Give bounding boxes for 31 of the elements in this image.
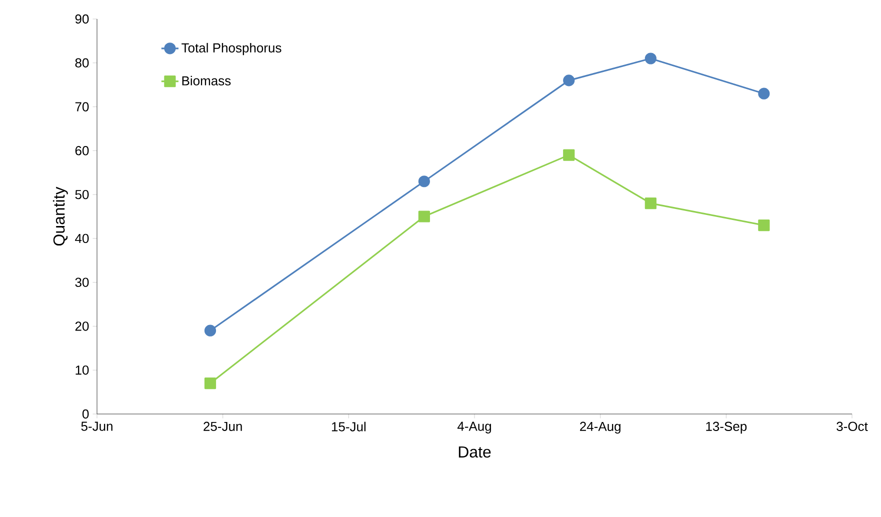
y-tick-label: 30 xyxy=(75,278,89,287)
y-tick-label: 70 xyxy=(75,102,89,112)
y-tick-label: 10 xyxy=(76,366,89,375)
point xyxy=(204,377,216,390)
point xyxy=(563,149,575,161)
y-tick-label: 60 xyxy=(75,146,89,156)
point xyxy=(644,52,656,64)
x-tick-label: 3-Oct xyxy=(836,422,868,432)
y-tick-label: 80 xyxy=(75,58,89,68)
legend-label: Biomass xyxy=(182,76,231,86)
legend-label: Total Phosphorus xyxy=(182,42,282,56)
y-tick-label: 50 xyxy=(75,190,89,200)
x-tick-label: 5-Jun xyxy=(81,422,112,431)
x-tick-label: 15-Jul xyxy=(332,422,366,432)
x-tick-label: 13-Sep xyxy=(706,422,747,434)
x-axis-title: Date xyxy=(458,446,491,458)
point xyxy=(758,88,770,100)
y-tick-label: 40 xyxy=(75,234,89,244)
y-tick-label: 0 xyxy=(82,409,89,419)
y-tick-label: 90 xyxy=(75,14,89,24)
y-tick-label: 20 xyxy=(75,322,89,331)
x-tick-label: 25-Jun xyxy=(204,422,242,432)
point xyxy=(644,198,656,210)
point xyxy=(418,176,430,188)
x-tick-label: 24-Aug xyxy=(580,422,620,434)
point xyxy=(758,219,770,232)
point xyxy=(563,74,575,86)
point xyxy=(418,210,430,222)
y-axis-title: Quantity xyxy=(52,186,68,246)
point xyxy=(204,324,216,336)
x-tick-label: 4-Aug xyxy=(457,422,492,434)
